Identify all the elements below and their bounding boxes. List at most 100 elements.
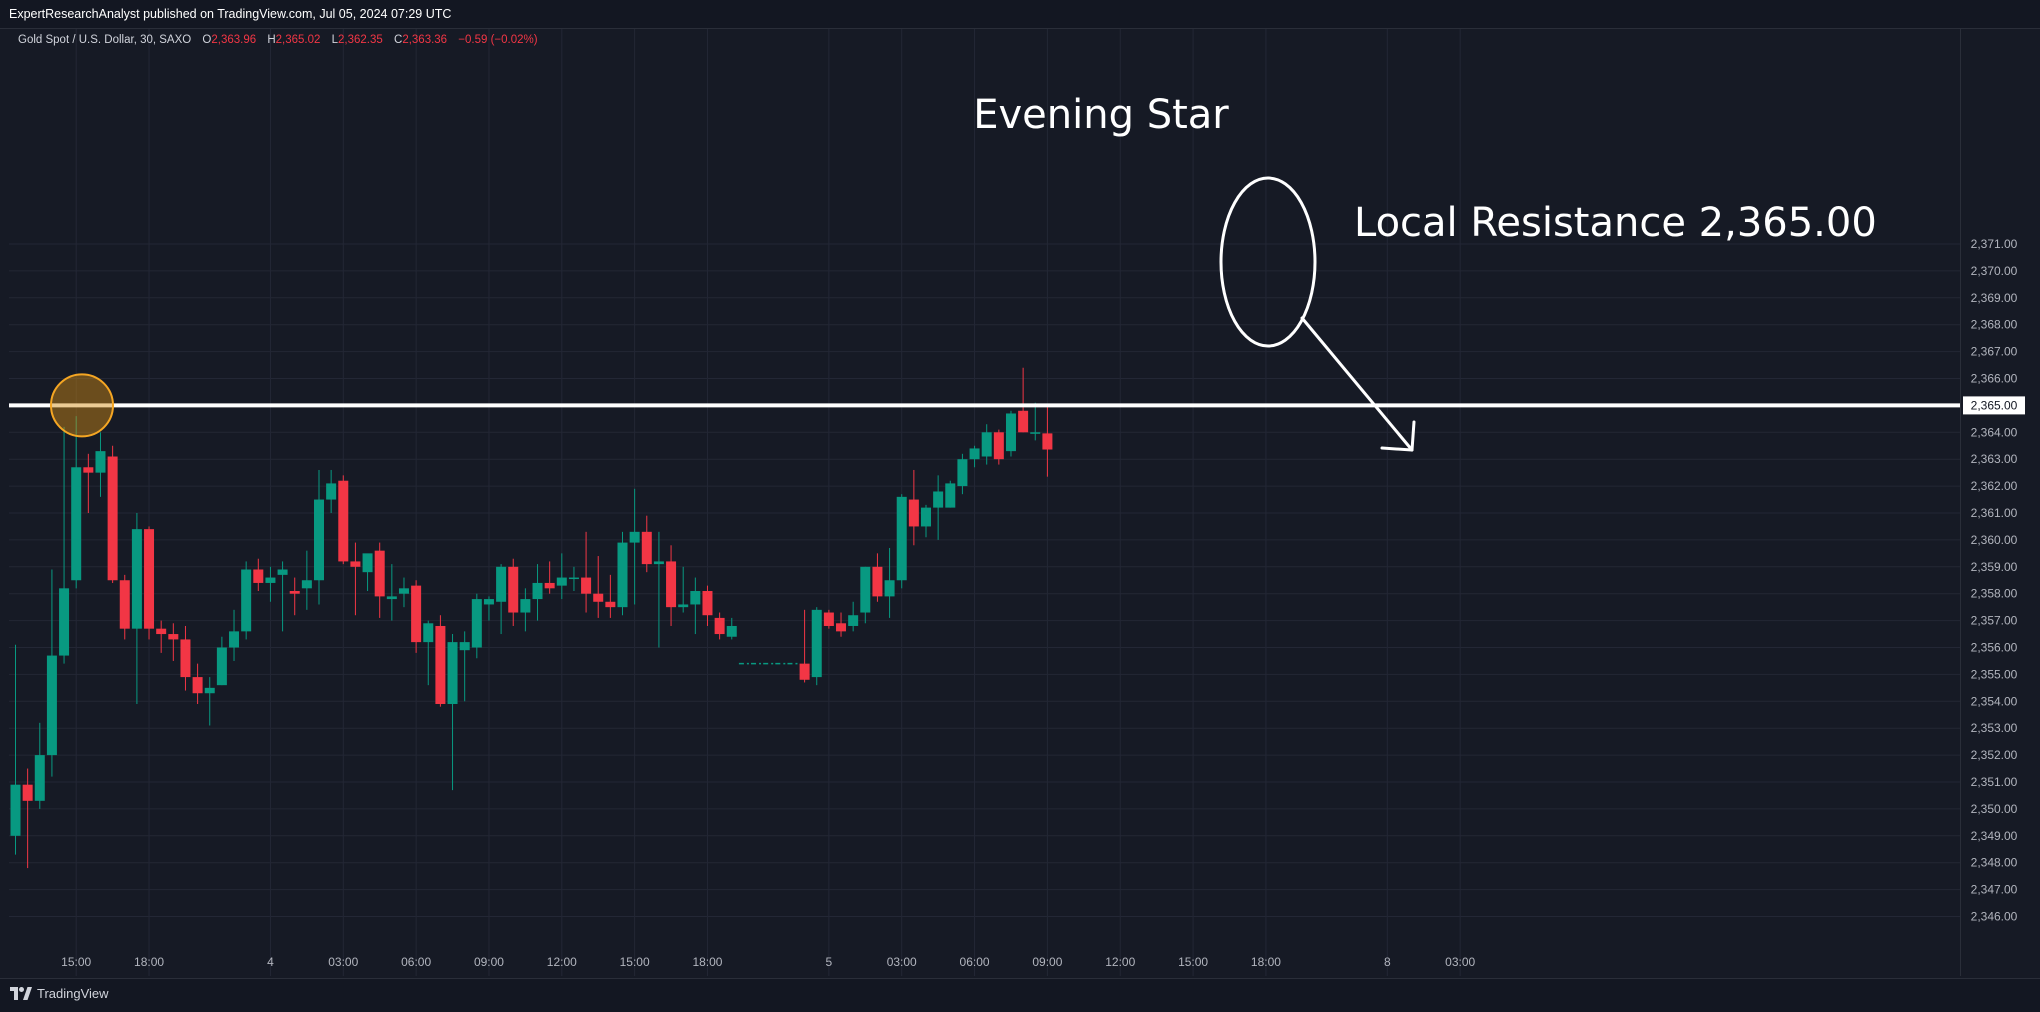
price-axis-label: 2,347.00 [1971,883,2018,897]
price-axis-label: 2,365.00 [1971,398,2018,412]
candle-down [192,677,203,694]
candle-down [338,480,349,562]
candle-down [374,550,385,597]
candle-up [860,566,871,613]
time-axis-label: 5 [826,955,833,969]
downtrend-arrow-head [1380,420,1416,452]
legend-low-value: 2,362.35 [338,34,383,46]
tradingview-brand[interactable]: TradingView [10,986,109,1001]
price-axis-label: 2,370.00 [1971,264,2018,278]
price-axis-label: 2,369.00 [1971,291,2018,305]
evening-star-label[interactable]: Evening Star [973,92,1229,138]
time-axis-label: 03:00 [328,955,358,969]
price-axis-label: 2,350.00 [1971,802,2018,816]
candle-up [678,604,689,608]
time-axis-label: 06:00 [401,955,431,969]
price-axis-label: 2,368.00 [1971,318,2018,332]
candle-up [423,623,434,643]
resistance-label[interactable]: Local Resistance 2,365.00 [1354,200,1877,246]
price-axis-label: 2,348.00 [1971,856,2018,870]
candle-up [95,451,106,473]
candle-down [180,639,191,678]
candle-up [520,599,531,613]
legend-close-label: C [394,34,403,46]
candle-down [799,663,810,680]
time-axis-label: 03:00 [1445,955,1475,969]
time-axis-label: 15:00 [61,955,91,969]
candle-up [568,577,579,580]
candle-up [933,491,944,508]
time-axis-label: 4 [267,955,274,969]
time-axis-label: 06:00 [960,955,990,969]
time-axis-label: 15:00 [1178,955,1208,969]
candle-up [969,448,980,460]
time-axis-label: 18:00 [1251,955,1281,969]
legend-change: −0.59 (−0.02%) [458,34,538,46]
candle-up [617,542,628,608]
candle-up [326,483,337,500]
current-price-marker[interactable] [1963,396,2025,415]
candle-up [532,582,543,600]
price-axis-label: 2,360.00 [1971,533,2018,547]
tradingview-brand-label: TradingView [37,986,109,1001]
time-axis-label: 8 [1384,955,1391,969]
candle-down [872,566,883,597]
candle-up [277,569,288,575]
candle-up [301,580,312,589]
price-axis-label: 2,356.00 [1971,641,2018,655]
candle-up [10,784,21,836]
candle-up [690,591,701,605]
candle-up [957,459,968,487]
footer-bar: TradingView [0,978,2040,1012]
price-axis-label: 2,358.00 [1971,587,2018,601]
candle-up [386,596,397,600]
candle-up [1005,413,1016,452]
candle-up [229,631,240,648]
candle-down [544,582,555,589]
candle-up [653,561,664,565]
time-axis-label: 18:00 [692,955,722,969]
candle-up [556,577,567,586]
candle-up [398,588,409,594]
candle-down [144,529,155,629]
candle-up [59,588,70,656]
price-axis-label: 2,359.00 [1971,560,2018,574]
price-axis-label: 2,346.00 [1971,910,2018,924]
time-axis-label: 03:00 [887,955,917,969]
legend-low-label: L [331,34,339,46]
candle-down [1042,433,1053,450]
legend-symbol[interactable]: Gold Spot / U.S. Dollar, 30, SAXO [18,34,192,46]
candle-down [993,432,1004,460]
time-axis[interactable]: 15:00 18:00 4 03:00 06:00 09:00 12:00 15:00 18:0… [61,955,1475,969]
candle-down [289,591,300,594]
candle-down [156,628,167,635]
candle-down [83,467,94,473]
price-axis-label: 2,366.00 [1971,372,2018,386]
time-axis-label: 12:00 [1105,955,1135,969]
price-axis-label: 2,367.00 [1971,345,2018,359]
candle-up [362,553,373,573]
candle-up [241,569,252,632]
candle-up [314,499,324,581]
time-axis-label: 09:00 [1032,955,1062,969]
candle-up [896,496,907,581]
candle-up [629,531,640,543]
candle-up [216,647,227,686]
price-axis-label: 2,361.00 [1971,506,2018,520]
candle-down [702,591,713,616]
candle-down [605,601,616,608]
candle-down [253,569,264,583]
tradingview-logo-icon [10,987,32,1000]
candle-down [714,617,725,635]
candle-up [71,467,82,581]
price-axis-label: 2,355.00 [1971,667,2018,681]
candle-down [435,625,446,704]
symbol-legend[interactable]: Gold Spot / U.S. Dollar, 30, SAXO O2,363… [18,34,538,46]
price-axis[interactable]: 2,346.00 2,347.00 2,348.00 2,349.00 2,350.00… [1963,237,2025,924]
candle-down [823,612,834,626]
candle-down [666,561,677,608]
candle-down [119,580,130,629]
candle-down [908,499,919,527]
